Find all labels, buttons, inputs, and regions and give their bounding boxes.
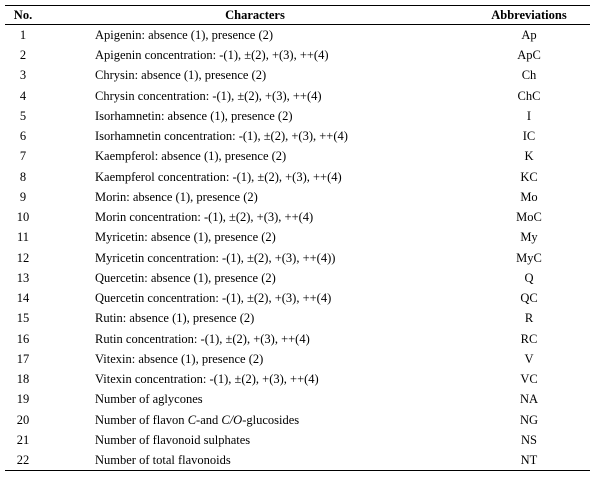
table-cell: 21 xyxy=(16,432,30,447)
table-cell: NA xyxy=(519,392,539,407)
table-cell: Morin concentration: -(1), ±(2), +(3), +… xyxy=(95,210,314,225)
header-rule xyxy=(5,24,590,25)
table-cell: I xyxy=(526,108,532,123)
table-cell: 20 xyxy=(16,412,30,427)
table-cell: KC xyxy=(520,169,538,184)
table-cell: 18 xyxy=(16,372,30,387)
table-cell: 9 xyxy=(19,189,27,204)
table-cell: Kaempferol concentration: -(1), ±(2), +(… xyxy=(95,169,342,184)
table-cell: ChC xyxy=(517,88,541,103)
table-cell: My xyxy=(520,230,538,245)
header-cell: Characters xyxy=(225,8,285,22)
table-cell: 3 xyxy=(19,68,27,83)
table-cell: 15 xyxy=(16,311,30,326)
table-cell: Number of aglycones xyxy=(95,392,203,407)
table-cell: V xyxy=(524,351,534,366)
table-cell: 14 xyxy=(16,291,30,306)
table-cell: Ch xyxy=(521,68,537,83)
text-segment: C xyxy=(187,412,197,427)
table-cell: 2 xyxy=(19,48,27,63)
table-cell: IC xyxy=(522,129,536,144)
table-cell: K xyxy=(524,149,534,164)
table-cell: Myricetin: absence (1), presence (2) xyxy=(95,230,276,245)
table-cell: Myricetin concentration: -(1), ±(2), +(3… xyxy=(95,250,336,265)
table-cell: Vitexin: absence (1), presence (2) xyxy=(95,351,264,366)
table-cell: VC xyxy=(520,372,538,387)
table-cell: Chrysin concentration: -(1), ±(2), +(3),… xyxy=(95,88,322,103)
table-cell: Apigenin: absence (1), presence (2) xyxy=(95,28,274,42)
header-cell: No. xyxy=(13,8,33,22)
table-cell: 6 xyxy=(19,129,27,144)
table-cell: Rutin concentration: -(1), ±(2), +(3), +… xyxy=(95,331,310,346)
top-rule xyxy=(5,5,590,6)
table-cell: Number of total flavonoids xyxy=(95,453,231,468)
table-cell: 22 xyxy=(16,453,30,468)
table-cell: Chrysin: absence (1), presence (2) xyxy=(95,68,267,83)
table-cell: 1 xyxy=(19,28,27,42)
table-cell: Apigenin concentration: -(1), ±(2), +(3)… xyxy=(95,48,329,63)
table-cell: 7 xyxy=(19,149,27,164)
table-cell: Kaempferol: absence (1), presence (2) xyxy=(95,149,287,164)
table-cell: NS xyxy=(521,432,537,447)
table-cell: Quercetin concentration: -(1), ±(2), +(3… xyxy=(95,291,332,306)
table-cell: Morin: absence (1), presence (2) xyxy=(95,189,258,204)
table-cell: MoC xyxy=(516,210,542,225)
table-cell: Rutin: absence (1), presence (2) xyxy=(95,311,255,326)
table-cell: 5 xyxy=(19,108,27,123)
table-cell: 16 xyxy=(16,331,30,346)
table-cell: 13 xyxy=(16,270,30,285)
table-cell: 11 xyxy=(16,230,30,245)
table-cell: R xyxy=(524,311,534,326)
text-segment: -glucosides xyxy=(242,412,300,427)
table-cell: 4 xyxy=(19,88,27,103)
table-cell: Number of flavon C-and C/O-glucosides xyxy=(95,412,299,428)
table-cell: 12 xyxy=(16,250,30,265)
table-cell: Number of flavonoid sulphates xyxy=(95,432,251,447)
table-cell: Q xyxy=(524,270,534,285)
table-cell: 8 xyxy=(19,169,27,184)
table-cell: ApC xyxy=(517,48,541,63)
table-cell: 19 xyxy=(16,392,30,407)
table-cell: Mo xyxy=(520,189,538,204)
header-cell: Abbreviations xyxy=(491,8,567,22)
table-cell: Quercetin: absence (1), presence (2) xyxy=(95,270,276,285)
table-cell: NG xyxy=(519,412,539,427)
table-cell: MyC xyxy=(516,250,542,265)
table-cell: Isorhamnetin concentration: -(1), ±(2), … xyxy=(95,129,348,144)
table-cell: 17 xyxy=(16,351,30,366)
table-cell: Ap xyxy=(521,28,537,42)
table-cell: 10 xyxy=(16,210,30,225)
table-cell: RC xyxy=(520,331,538,346)
bottom-rule xyxy=(5,470,590,471)
table-cell: QC xyxy=(520,291,538,306)
table-cell: Vitexin concentration: -(1), ±(2), +(3),… xyxy=(95,372,319,387)
text-segment: -and xyxy=(196,412,222,427)
text-segment: Number of flavon xyxy=(95,412,188,427)
table-cell: NT xyxy=(520,453,538,468)
table-cell: Isorhamnetin: absence (1), presence (2) xyxy=(95,108,293,123)
text-segment: C/O xyxy=(221,412,243,427)
